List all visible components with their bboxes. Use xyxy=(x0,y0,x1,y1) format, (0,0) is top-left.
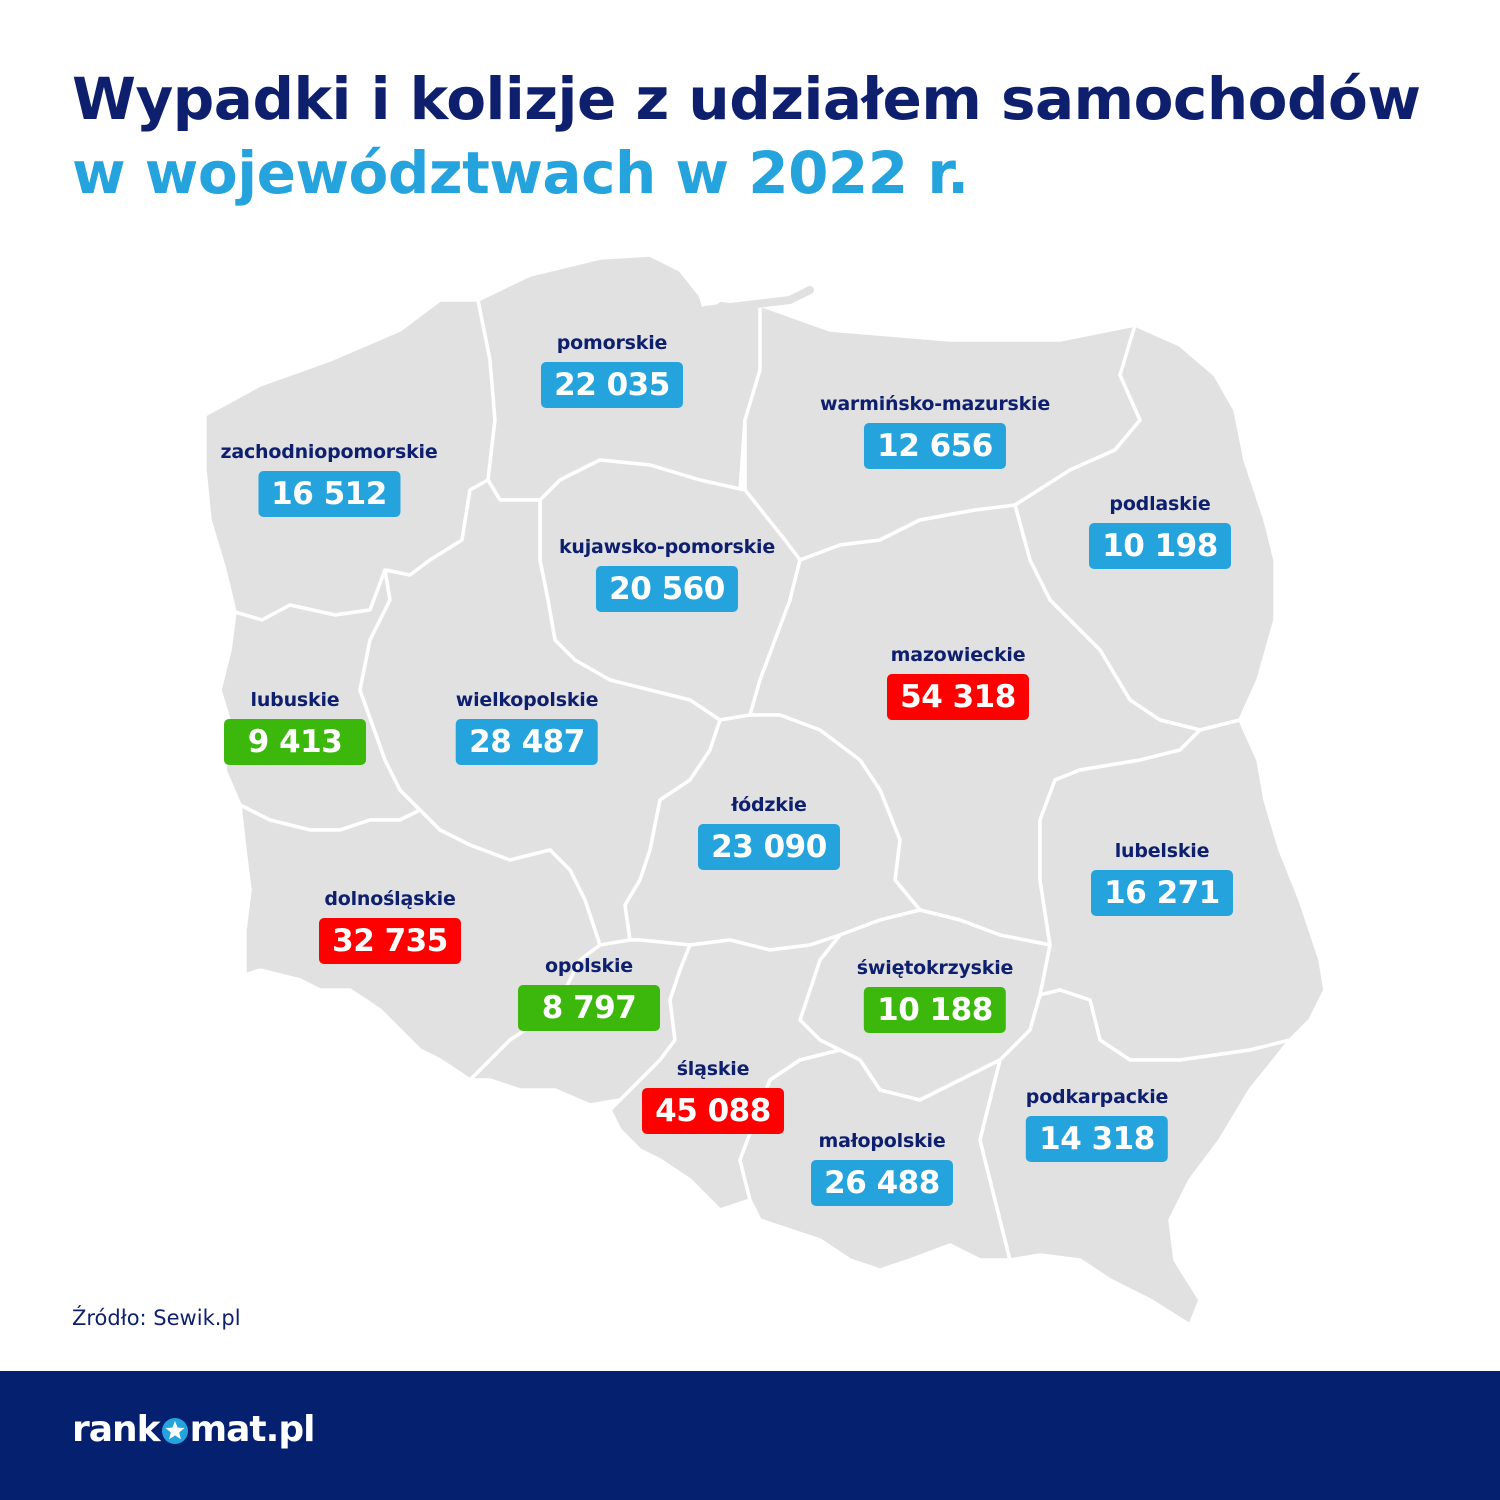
region-name: łódzkie xyxy=(731,794,807,816)
label-dolnoslaskie: dolnośląskie 32 735 xyxy=(319,888,461,964)
value-badge: 20 560 xyxy=(595,566,738,612)
source-note: Źródło: Sewik.pl xyxy=(72,1306,241,1330)
title-line-2: w województwach w 2022 r. xyxy=(72,139,969,207)
value-badge: 23 090 xyxy=(698,824,840,870)
region-name: mazowieckie xyxy=(890,644,1026,666)
label-mazowieckie: mazowieckie 54 318 xyxy=(887,644,1029,720)
region-name: śląskie xyxy=(676,1058,750,1080)
logo-text-left: rank xyxy=(72,1409,161,1450)
value-badge: 22 035 xyxy=(541,362,683,408)
label-podkarpackie: podkarpackie 14 318 xyxy=(1026,1086,1168,1162)
value-badge: 12 656 xyxy=(863,423,1006,469)
region-name: podkarpackie xyxy=(1025,1086,1169,1108)
label-lubuskie: lubuskie 9 413 xyxy=(224,689,366,765)
label-wielkopolskie: wielkopolskie 28 487 xyxy=(455,689,599,765)
value-badge: 8 797 xyxy=(518,985,660,1031)
label-swietokrzyskie: świętokrzyskie 10 188 xyxy=(857,957,1013,1033)
region-name: pomorskie xyxy=(556,332,668,354)
value-badge: 14 318 xyxy=(1026,1116,1168,1162)
value-badge: 10 188 xyxy=(863,987,1006,1033)
region-name: zachodniopomorskie xyxy=(220,441,438,463)
region-name: opolskie xyxy=(545,955,633,977)
star-icon xyxy=(161,1417,189,1445)
title-line-1: Wypadki i kolizje z udziałem samochodów xyxy=(72,65,1421,133)
region-name: podlaskie xyxy=(1109,493,1211,515)
value-badge: 16 512 xyxy=(257,471,400,517)
rankomat-logo[interactable]: rank mat.pl xyxy=(72,1409,316,1450)
value-badge: 26 488 xyxy=(811,1160,953,1206)
label-lodzkie: łódzkie 23 090 xyxy=(698,794,840,870)
region-name: lubuskie xyxy=(250,689,340,711)
footer-bar: rank mat.pl xyxy=(0,1371,1500,1500)
label-podlaskie: podlaskie 10 198 xyxy=(1089,493,1231,569)
label-warminsko-mazurskie: warmińsko-mazurskie 12 656 xyxy=(820,393,1050,469)
label-zachodniopomorskie: zachodniopomorskie 16 512 xyxy=(220,441,438,517)
value-badge: 16 271 xyxy=(1091,870,1233,916)
logo-text-right: mat.pl xyxy=(189,1409,316,1450)
region-name: lubelskie xyxy=(1114,840,1210,862)
value-badge: 32 735 xyxy=(319,918,461,964)
value-badge: 10 198 xyxy=(1089,523,1231,569)
region-name: warmińsko-mazurskie xyxy=(819,393,1051,415)
label-opolskie: opolskie 8 797 xyxy=(518,955,660,1031)
label-kujawsko-pomorskie: kujawsko-pomorskie 20 560 xyxy=(559,536,775,612)
region-name: dolnośląskie xyxy=(324,888,456,910)
region-name: małopolskie xyxy=(818,1130,946,1152)
label-lubelskie: lubelskie 16 271 xyxy=(1091,840,1233,916)
page-title: Wypadki i kolizje z udziałem samochodów … xyxy=(72,62,1421,210)
value-badge: 9 413 xyxy=(224,719,366,765)
region-name: kujawsko-pomorskie xyxy=(558,536,776,558)
label-slaskie: śląskie 45 088 xyxy=(642,1058,784,1134)
region-name: wielkopolskie xyxy=(455,689,599,711)
label-pomorskie: pomorskie 22 035 xyxy=(541,332,683,408)
value-badge: 54 318 xyxy=(887,674,1029,720)
value-badge: 28 487 xyxy=(456,719,598,765)
value-badge: 45 088 xyxy=(642,1088,784,1134)
label-malopolskie: małopolskie 26 488 xyxy=(811,1130,953,1206)
region-name: świętokrzyskie xyxy=(856,957,1014,979)
